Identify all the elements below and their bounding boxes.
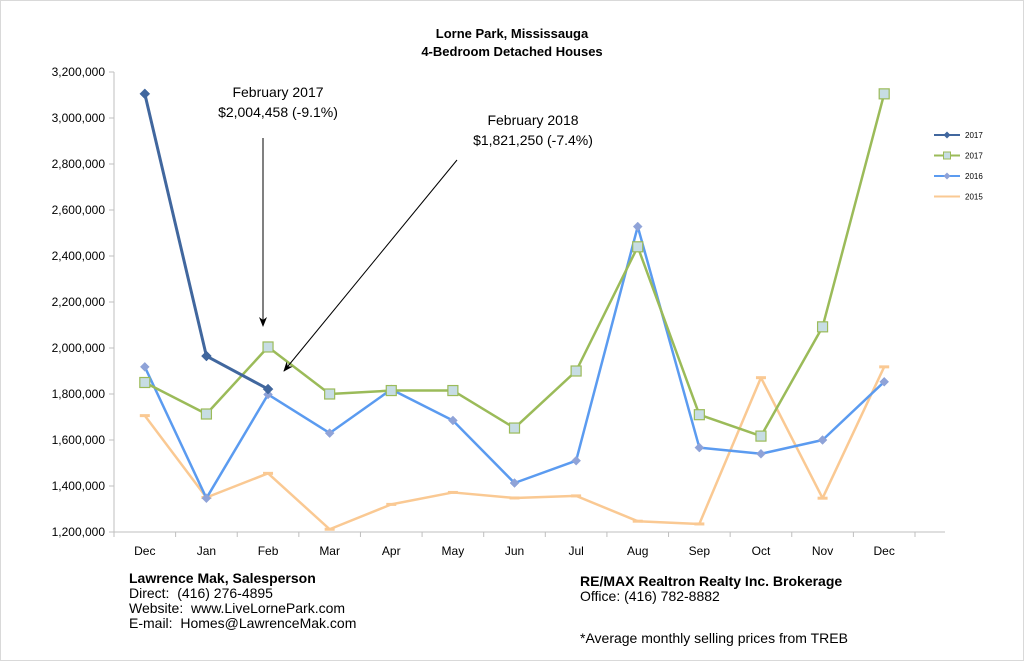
- legend-marker: [943, 172, 951, 180]
- y-tick-label: 1,400,000: [52, 479, 106, 493]
- y-tick-label: 2,800,000: [52, 157, 106, 171]
- series-point: [632, 241, 644, 253]
- x-tick-label: Aug: [627, 544, 648, 558]
- source-note: *Average monthly selling prices from TRE…: [580, 630, 848, 646]
- legend-label: 2015: [965, 193, 983, 202]
- x-tick-label: Dec: [874, 544, 895, 558]
- series-line: [143, 225, 886, 500]
- chart-title: Lorne Park, Mississauga: [436, 26, 589, 41]
- annotation-february-2017-value: $2,004,458 (-9.1%): [218, 104, 338, 120]
- y-tick-label: 1,200,000: [52, 525, 106, 539]
- series-point: [324, 388, 336, 400]
- x-tick-label: Apr: [382, 544, 401, 558]
- y-tick-label: 1,600,000: [52, 433, 106, 447]
- y-tick-label: 2,600,000: [52, 203, 106, 217]
- series-point: [509, 478, 520, 488]
- series-point: [817, 435, 828, 445]
- series-point: [508, 422, 521, 434]
- agent-email: E-mail: Homes@LawrenceMak.com: [129, 615, 357, 631]
- series-point: [570, 365, 582, 377]
- x-tick-label: Sep: [689, 544, 711, 558]
- x-tick-label: Nov: [812, 544, 833, 558]
- annotation-february-2017-title: February 2017: [232, 84, 323, 100]
- series-point: [385, 384, 397, 397]
- y-tick-label: 2,200,000: [52, 295, 106, 309]
- x-axis-ticks: Dec Jan Feb Mar Apr May Jun Jul Aug Sep Oct Nov Dec: [113, 532, 916, 558]
- agent-direct-phone: Direct: (416) 276-4895: [129, 585, 273, 601]
- x-tick-label: Dec: [134, 544, 155, 558]
- annotation-february-2018: February 2018 $1,821,250 (-7.4%): [283, 112, 593, 372]
- x-tick-label: Oct: [752, 544, 771, 558]
- chart-legend: 2017 2017 2016 2015: [934, 131, 983, 202]
- x-tick-label: Feb: [258, 544, 279, 558]
- x-tick-label: Jan: [197, 544, 216, 558]
- series-markers: [139, 88, 890, 531]
- series-point: [693, 409, 705, 421]
- brokerage-name: RE/MAX Realtron Realty Inc. Brokerage: [580, 573, 843, 589]
- series-point: [755, 430, 767, 442]
- agent-name: Lawrence Mak, Salesperson: [129, 570, 316, 586]
- x-tick-label: Jul: [568, 544, 583, 558]
- agent-website: Website: www.LiveLornePark.com: [129, 600, 346, 616]
- series-point: [201, 350, 212, 362]
- x-tick-label: May: [442, 544, 465, 558]
- series-point: [139, 88, 151, 100]
- legend-label: 2017: [965, 131, 983, 140]
- series-lines: [143, 93, 886, 531]
- legend-label: 2017: [965, 152, 983, 161]
- series-point: [694, 442, 705, 453]
- footer-brokerage: RE/MAX Realtron Realty Inc. Brokerage Of…: [580, 574, 842, 604]
- series-point: [571, 455, 581, 466]
- annotation-february-2018-title: February 2018: [487, 112, 578, 128]
- annotation-february-2018-arrow: [283, 159, 458, 372]
- y-tick-label: 3,200,000: [52, 65, 106, 79]
- series-point: [324, 428, 335, 438]
- series-point: [139, 362, 150, 372]
- x-tick-label: Mar: [319, 544, 340, 558]
- y-tick-label: 2,000,000: [52, 341, 106, 355]
- series-point: [632, 221, 643, 232]
- chart-subtitle: 4-Bedroom Detached Houses: [421, 44, 602, 59]
- series-point: [262, 341, 274, 353]
- series-line: [143, 366, 886, 531]
- annotation-february-2017: February 2017 $2,004,458 (-9.1%): [218, 84, 338, 327]
- series-point: [262, 383, 274, 395]
- series-line: [143, 93, 269, 391]
- legend-label: 2016: [965, 172, 983, 181]
- series-point: [878, 88, 890, 100]
- legend-marker: [943, 151, 951, 160]
- series-point: [756, 448, 766, 459]
- series-point: [139, 376, 151, 389]
- y-tick-label: 2,400,000: [52, 249, 106, 263]
- y-tick-label: 1,800,000: [52, 387, 106, 401]
- brokerage-office-phone: Office: (416) 782-8882: [580, 588, 720, 604]
- y-axis-ticks: 1,200,000 1,400,000 1,600,000 1,800,000 2,00…: [52, 65, 114, 539]
- series-point: [879, 376, 890, 387]
- series-point: [200, 408, 213, 420]
- y-tick-label: 3,000,000: [52, 111, 106, 125]
- series-point: [816, 321, 829, 333]
- legend-marker: [943, 131, 951, 139]
- series-point: [448, 415, 458, 426]
- series-point: [201, 493, 212, 504]
- x-tick-label: Jun: [505, 544, 524, 558]
- annotation-february-2018-value: $1,821,250 (-7.4%): [473, 132, 593, 148]
- series-point: [447, 384, 459, 397]
- footer-contact: Lawrence Mak, Salesperson Direct: (416) …: [129, 571, 356, 631]
